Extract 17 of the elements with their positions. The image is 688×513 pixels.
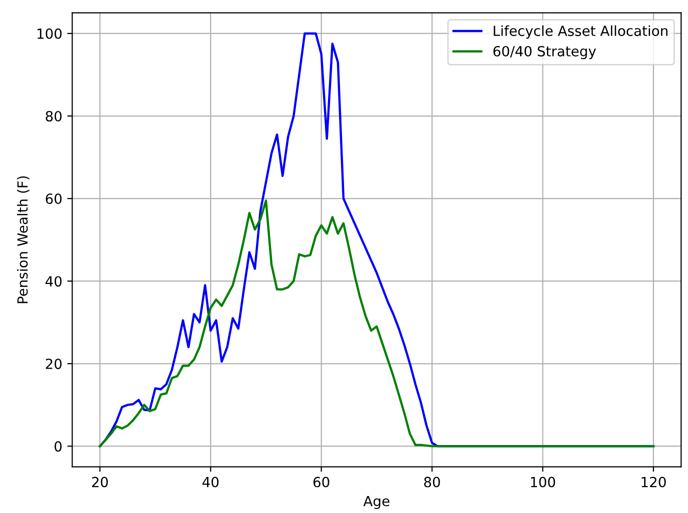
- x-tick-label: 120: [642, 476, 666, 488]
- x-tick-label: 60: [313, 476, 330, 488]
- y-tick-label: 80: [46, 110, 62, 122]
- y-tick-label: 60: [46, 194, 62, 204]
- y-tick-label: 40: [46, 276, 62, 287]
- x-tick-label: 20: [92, 476, 108, 488]
- y-tick-label: 0: [54, 441, 62, 452]
- y-tick-label: 20: [46, 358, 62, 370]
- x-tick-label: 80: [424, 476, 440, 488]
- y-axis-title: Pension Wealth (F): [17, 176, 30, 304]
- x-tick-label: 40: [202, 476, 219, 488]
- x-tick-label: 100: [531, 476, 556, 488]
- line-series: [98, 200, 655, 448]
- y-tick-label: 100: [38, 28, 62, 39]
- legend-label: Lifecycle Asset Allocation: [494, 25, 668, 39]
- x-axis-title: Age: [363, 496, 390, 509]
- legend-label: 60/40 Strategy: [493, 46, 596, 60]
